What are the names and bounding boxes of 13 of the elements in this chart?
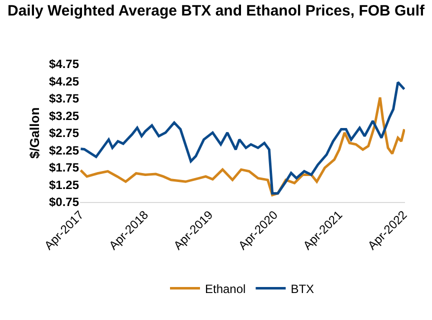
y-tick-label: $1.25 xyxy=(48,178,80,192)
legend-label: BTX xyxy=(290,282,314,296)
y-tick-label: $3.75 xyxy=(48,92,80,106)
y-tick-label: $4.25 xyxy=(48,74,80,88)
legend-label: Ethanol xyxy=(205,282,246,296)
y-tick-label: $2.25 xyxy=(48,143,80,158)
y-tick-label: $2.75 xyxy=(48,126,80,140)
y-tick-label: $4.75 xyxy=(48,57,80,72)
chart-title: Daily Weighted Average BTX and Ethanol Prices, FOB Gulf xyxy=(7,2,426,20)
y-axis-title: $/Gallon xyxy=(26,107,42,159)
y-tick-label: $0.75 xyxy=(48,195,80,210)
y-tick-label: $1.75 xyxy=(48,160,80,175)
y-tick-label: $3.25 xyxy=(48,108,80,123)
